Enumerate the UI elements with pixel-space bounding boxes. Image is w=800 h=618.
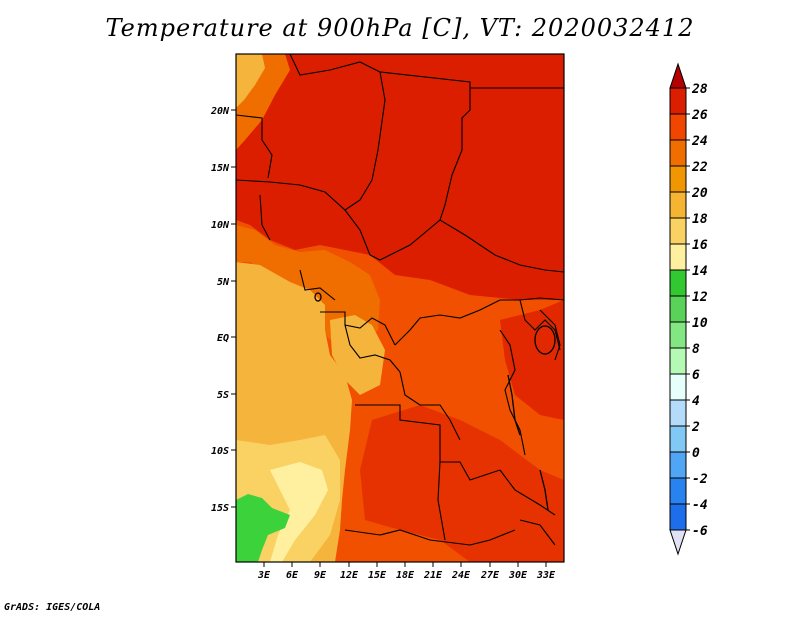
cool-green-patch [236, 494, 290, 562]
colorbar-box [669, 399, 687, 427]
lon-label: 24E [451, 570, 471, 581]
lat-label: 5N [217, 277, 230, 288]
lon-label: 18E [396, 570, 415, 581]
namib-lightest [270, 462, 328, 562]
lon-label: 33E [536, 570, 556, 581]
lon-label: 9E [314, 570, 327, 581]
colorbar-label: 10 [692, 316, 708, 331]
lat-label: 10S [211, 446, 229, 457]
colorbar-box [669, 191, 687, 219]
colorbar-label: -4 [692, 498, 708, 513]
colorbar-bottom-arrow [669, 529, 687, 556]
colorbar-box [669, 321, 687, 349]
lon-label: 12E [340, 570, 359, 581]
lon-label: 30E [508, 570, 528, 581]
colorbar-label: 14 [692, 264, 708, 279]
lat-label: 15N [211, 163, 230, 174]
lon-label: 6E [286, 570, 299, 581]
lake-small [314, 292, 322, 302]
colorbar-label: 12 [692, 290, 708, 305]
colorbar-box [669, 477, 687, 505]
colorbar-label: 20 [691, 186, 708, 201]
colorbar-box [669, 503, 687, 531]
chart-title: Temperature at 900hPa [C], VT: 202003241… [105, 14, 695, 42]
lat-label: 10N [211, 220, 230, 231]
colorbar-label: 22 [691, 160, 708, 175]
lon-label: 27E [480, 570, 500, 581]
temperature-field [236, 54, 564, 562]
lon-label: 15E [368, 570, 387, 581]
lat-label: EQ [217, 333, 229, 344]
colorbar-box [669, 269, 687, 297]
colorbar-box [669, 425, 687, 453]
east-hot-band [500, 300, 564, 420]
colorbar-box [669, 451, 687, 479]
colorbar-label: -6 [692, 524, 708, 539]
colorbar-label: -2 [692, 472, 708, 487]
colorbar-label: 4 [692, 394, 700, 409]
lon-label: 21E [423, 570, 443, 581]
colorbar-label: 8 [692, 342, 700, 357]
colorbar-label: 24 [691, 134, 708, 149]
colorbar-box [669, 347, 687, 375]
colorbar-box [669, 139, 687, 167]
south-hot-core [360, 405, 564, 562]
colorbar-label: 28 [691, 82, 708, 97]
sahel-region [236, 54, 564, 300]
colorbar-box [669, 87, 687, 115]
colorbar-box [669, 113, 687, 141]
colorbar-label: 16 [692, 238, 708, 253]
grads-credit: GrADS: IGES/COLA [4, 602, 101, 613]
lat-label: 5S [217, 390, 229, 401]
lat-label: 15S [211, 503, 229, 514]
colorbar-box [669, 243, 687, 271]
colorbar-label: 6 [692, 368, 700, 383]
colorbar-box [669, 373, 687, 401]
lake-victoria [534, 325, 556, 355]
lake-malawi [539, 469, 549, 511]
axis-labels: 20N 15N 10N 5N EQ 5S 10S 15S 3E 6E 9E 12E 15E 18E 21E 2… [210, 106, 556, 581]
map-frame [235, 53, 565, 563]
colorbar-box [669, 165, 687, 193]
lake-tanganyika [507, 374, 521, 436]
lake-outlines [314, 292, 556, 511]
lon-label: 3E [257, 570, 271, 581]
colorbar-top-arrow [669, 62, 687, 89]
nw-gold-corner [236, 54, 265, 108]
colorbar-label: 0 [692, 446, 700, 461]
westcoast-band [236, 225, 380, 345]
colorbar-label: 2 [691, 420, 700, 435]
colorbar-box [669, 217, 687, 245]
lat-label: 20N [210, 106, 230, 117]
colorbar-box [669, 295, 687, 323]
colorbar-label: 18 [692, 212, 708, 227]
colorbar-label: 26 [691, 108, 708, 123]
